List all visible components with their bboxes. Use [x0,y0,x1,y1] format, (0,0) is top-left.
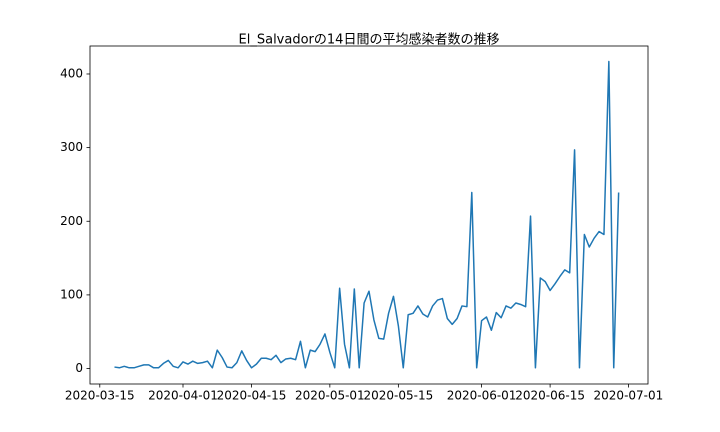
x-tick-label: 2020-07-01 [594,389,664,403]
y-tick-label: 200 [60,214,83,228]
x-tick-label: 2020-06-15 [515,389,585,403]
y-tick-label: 100 [60,287,83,301]
y-tick-label: 300 [60,140,83,154]
x-tick-label: 2020-03-15 [65,389,135,403]
chart-title: El_Salvadorの14日間の平均感染者数の推移 [239,32,500,48]
x-tick-label: 2020-04-15 [217,389,287,403]
data-line [114,60,620,369]
x-tick-label: 2020-06-01 [447,389,517,403]
x-tick-label: 2020-05-01 [295,389,365,403]
x-tick-label: 2020-05-15 [363,389,433,403]
x-tick-label: 2020-04-01 [148,389,218,403]
y-tick-label: 0 [75,361,83,375]
y-tick-label: 400 [60,66,83,80]
plot-frame [89,45,649,385]
